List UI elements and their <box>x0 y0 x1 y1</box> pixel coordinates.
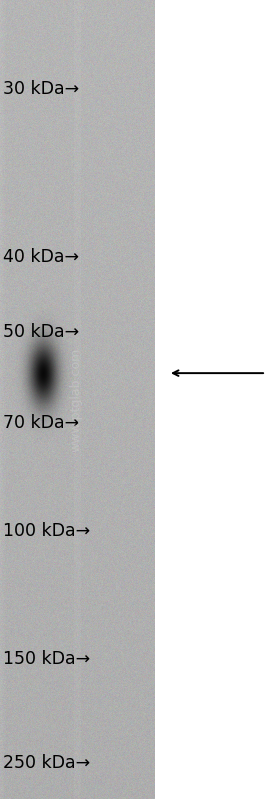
Text: 150 kDa→: 150 kDa→ <box>3 650 90 668</box>
Text: 100 kDa→: 100 kDa→ <box>3 523 90 540</box>
Text: 50 kDa→: 50 kDa→ <box>3 323 79 340</box>
Text: 40 kDa→: 40 kDa→ <box>3 248 79 266</box>
Text: 30 kDa→: 30 kDa→ <box>3 81 79 98</box>
Text: 70 kDa→: 70 kDa→ <box>3 415 79 432</box>
Text: www.ptglab.com: www.ptglab.com <box>69 348 82 451</box>
Text: 250 kDa→: 250 kDa→ <box>3 754 90 772</box>
